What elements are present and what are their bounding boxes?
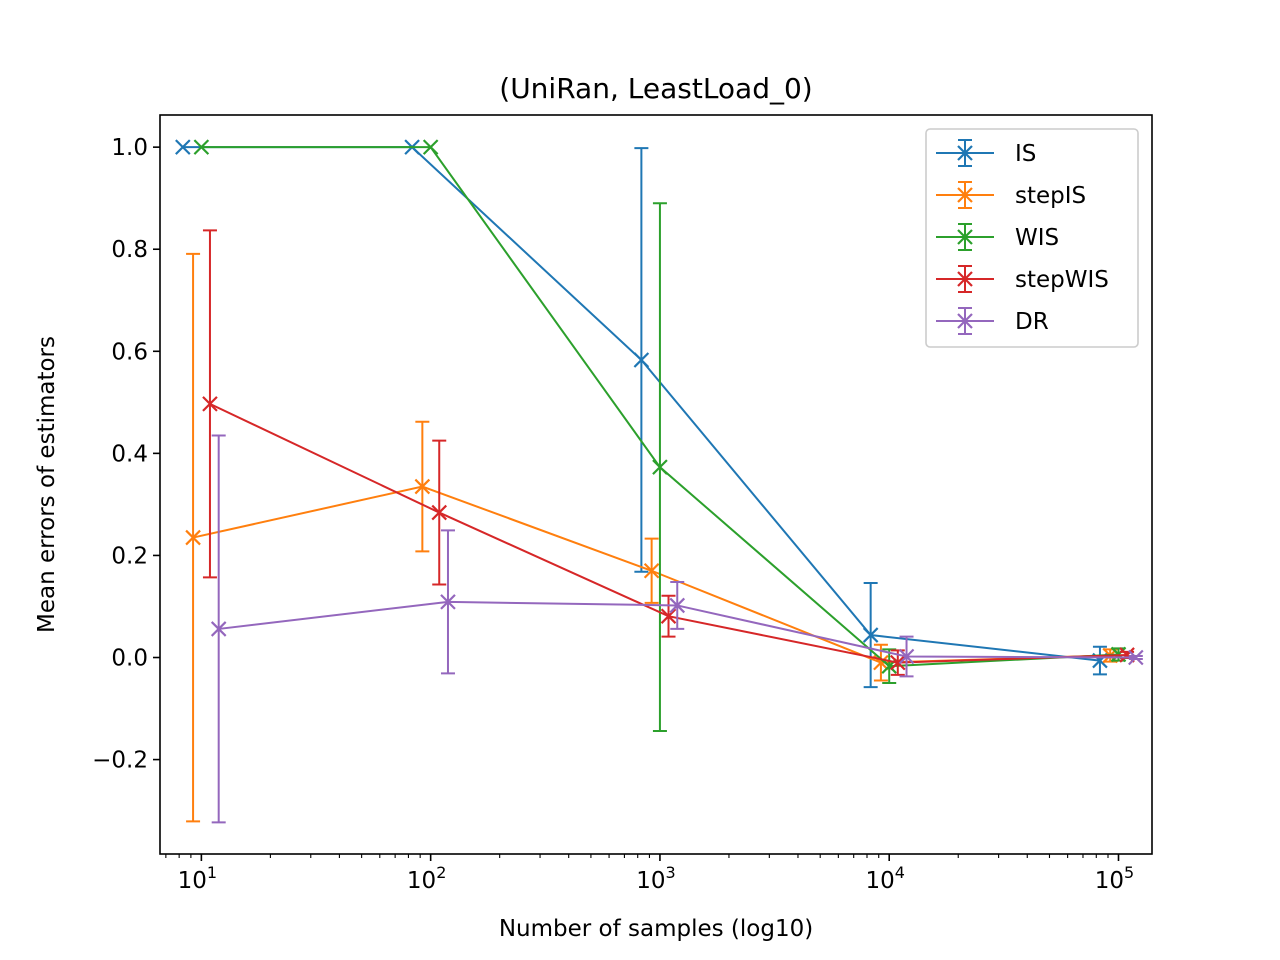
data-point xyxy=(890,654,906,671)
series-DR xyxy=(210,434,1144,824)
x-tick-label: 103 xyxy=(636,863,675,894)
legend-entry-stepWIS: stepWIS xyxy=(936,265,1109,293)
y-tick-label: 0.0 xyxy=(111,646,148,672)
series-stepWIS xyxy=(202,229,1135,676)
data-point xyxy=(175,139,191,155)
data-point xyxy=(862,627,879,643)
legend-marker xyxy=(957,271,973,287)
y-axis: −0.2 0.0 0.2 0.4 0.6 0.8 1.0 xyxy=(92,135,160,774)
data-point xyxy=(185,529,201,546)
legend-entry-stepIS: stepIS xyxy=(936,181,1086,209)
legend-label: IS xyxy=(1015,141,1036,167)
legend: IS stepIS WIS stepWIS DR xyxy=(925,128,1139,348)
data-point xyxy=(193,139,210,155)
legend-label: stepWIS xyxy=(1015,267,1109,293)
x-axis-label: Number of samples (log10) xyxy=(499,916,813,942)
legend-label: stepIS xyxy=(1015,183,1086,209)
data-point xyxy=(431,504,448,521)
data-point xyxy=(643,562,660,579)
data-point xyxy=(210,621,227,637)
y-tick-label: 0.6 xyxy=(111,339,148,365)
legend-box xyxy=(925,128,1139,348)
y-tick-label: −0.2 xyxy=(92,748,148,774)
plot-area xyxy=(175,139,1144,824)
legend-entry-IS: IS xyxy=(936,139,1036,167)
data-point xyxy=(414,478,431,495)
series-WIS xyxy=(193,139,1127,733)
legend-entry-WIS: WIS xyxy=(936,223,1059,251)
chart-title: (UniRan, LeastLoad_0) xyxy=(499,72,812,105)
y-tick-label: 0.2 xyxy=(111,543,148,569)
legend-marker xyxy=(957,187,973,203)
data-point xyxy=(669,597,686,614)
legend-entry-DR: DR xyxy=(936,307,1049,335)
y-tick-label: 0.8 xyxy=(111,237,148,263)
legend-marker xyxy=(957,229,973,245)
data-point xyxy=(898,648,915,665)
y-tick-label: 1.0 xyxy=(111,135,148,161)
legend-label: WIS xyxy=(1015,225,1059,251)
plot-frame xyxy=(159,114,1153,855)
legend-label: DR xyxy=(1015,309,1049,335)
data-point xyxy=(660,608,677,624)
legend-marker xyxy=(957,313,973,329)
data-point xyxy=(652,459,668,475)
legend-marker xyxy=(957,145,973,161)
y-axis-label: Mean errors of estimators xyxy=(34,336,60,633)
data-point xyxy=(1128,649,1144,666)
data-point xyxy=(633,352,650,368)
y-tick-label: 0.4 xyxy=(111,441,148,467)
data-point xyxy=(422,139,439,155)
data-point xyxy=(202,396,218,412)
data-point xyxy=(440,594,456,610)
